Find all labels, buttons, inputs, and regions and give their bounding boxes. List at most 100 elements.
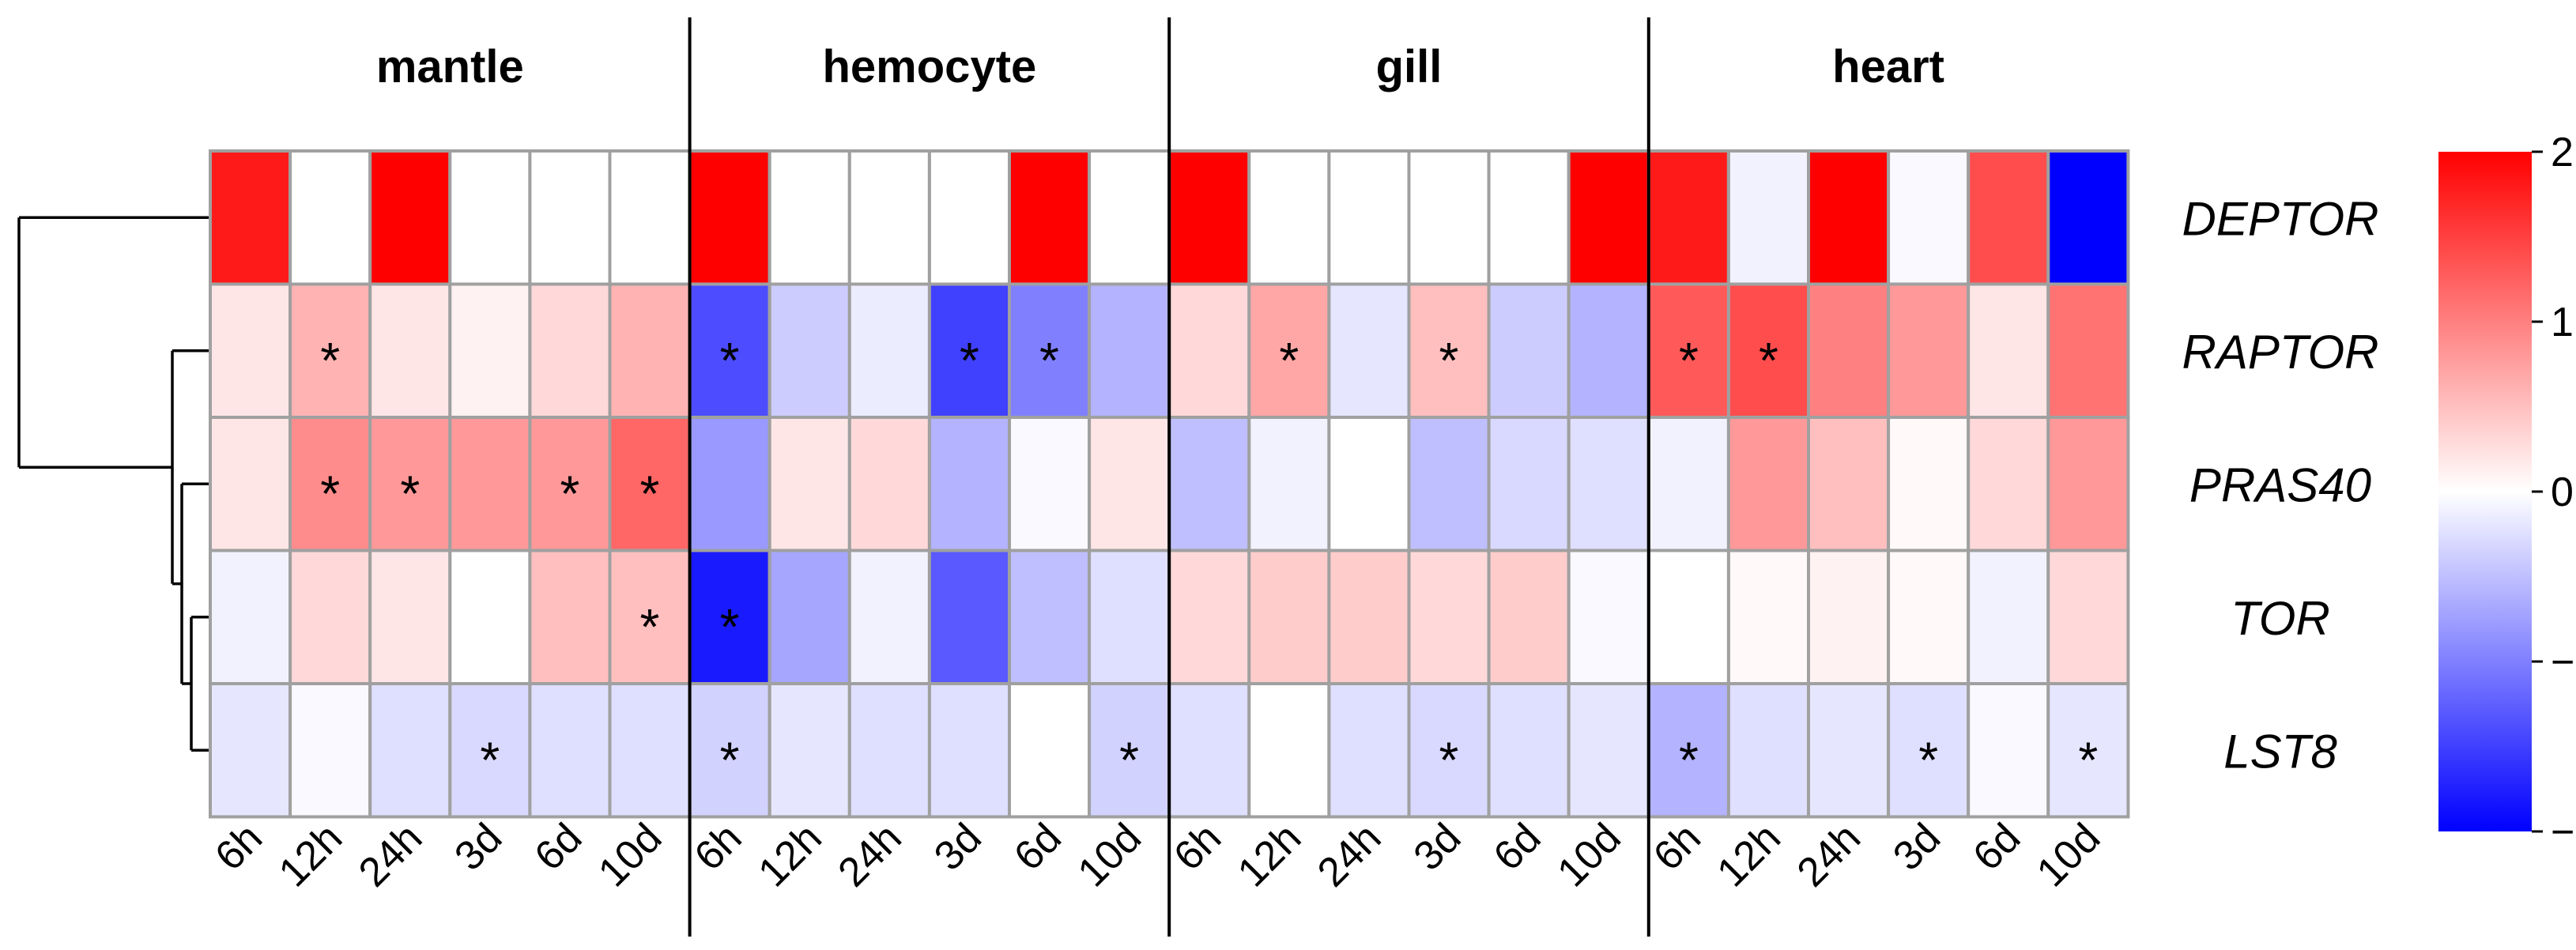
heatmap-cell [448, 416, 532, 552]
x-tick-label: 24h [829, 815, 910, 895]
heatmap-cell [847, 416, 931, 552]
significance-star: * [720, 332, 740, 389]
group-label-hemocyte: hemocyte [823, 41, 1037, 92]
x-tick-label: 12h [270, 815, 351, 895]
heatmap-cell [2046, 549, 2130, 685]
x-tick-label: 6h [1645, 815, 1710, 880]
color-legend: 2 1 0 −1 −2 [2438, 130, 2576, 855]
heatmap-cell [368, 282, 452, 419]
x-tick-label: 10d [1069, 815, 1150, 895]
significance-star: * [640, 465, 660, 522]
color-scale-tick-label: −2 [2551, 809, 2576, 855]
heatmap-cell [209, 416, 292, 552]
heatmap-cell [1167, 682, 1251, 819]
heatmap-cell [528, 549, 612, 685]
heatmap-cell [847, 282, 931, 419]
heatmap-cell [927, 549, 1012, 685]
heatmap-cell [1567, 549, 1650, 685]
significance-star: * [480, 731, 500, 788]
heatmap-cell [1088, 149, 1171, 286]
heatmap-cell [608, 149, 692, 286]
x-tick-label: 6d [526, 815, 590, 880]
heatmap-cell [448, 682, 532, 819]
heatmap-cell [209, 549, 292, 685]
significance-star: * [720, 598, 740, 655]
significance-star: * [960, 332, 979, 389]
heatmap-cell [1887, 549, 1971, 685]
significance-star: * [640, 598, 660, 655]
x-tick-label: 3d [1405, 815, 1470, 880]
heatmap-cell [1247, 282, 1331, 419]
heatmap-cell [768, 416, 851, 552]
x-tick-label: 6h [1165, 815, 1230, 880]
heatmap-cell [368, 416, 452, 552]
x-tick-label: 3d [446, 815, 511, 880]
heatmap-cell [289, 682, 372, 819]
significance-star: * [1918, 731, 1938, 788]
heatmap-cell [448, 282, 532, 419]
x-tick-label: 24h [1309, 815, 1390, 895]
heatmap-cell [1008, 416, 1092, 552]
color-scale-tick-label: −1 [2551, 639, 2576, 685]
heatmap-cell [1407, 149, 1491, 286]
heatmap-cell [927, 416, 1012, 552]
heatmap-cell [2046, 282, 2130, 419]
heatmap-cell [1726, 549, 1810, 685]
significance-star: * [1439, 332, 1459, 389]
gene-label-LST8: LST8 [2223, 725, 2337, 778]
gene-label-DEPTOR: DEPTOR [2182, 192, 2379, 245]
x-tick-label: 24h [1789, 815, 1869, 895]
heatmap-cell [768, 682, 851, 819]
x-tick-label: 6h [686, 815, 751, 880]
heatmap-cell [1487, 416, 1571, 552]
heatmap-cell [1088, 416, 1171, 552]
heatmap-cell [1967, 282, 2050, 419]
heatmap-cell [368, 149, 452, 286]
group-label-mantle: mantle [376, 41, 524, 92]
heatmap-cell [1807, 282, 1891, 419]
heatmap-cell [927, 682, 1012, 819]
significance-star: * [320, 465, 340, 522]
heatmap-cell [1807, 682, 1891, 819]
x-tick-label: 12h [1229, 815, 1310, 895]
x-tick-label: 3d [926, 815, 990, 880]
heatmap-cell [1726, 416, 1810, 552]
heatmap-cell [1008, 549, 1092, 685]
significance-markers: * * * * * * * * * * * * * * * * * * * * * [320, 332, 2098, 789]
heatmap-cell [688, 416, 771, 552]
heatmap-cell [1407, 416, 1491, 552]
heatmap-cell [1327, 682, 1411, 819]
heatmap-cell [1167, 282, 1251, 419]
significance-star: * [1119, 731, 1139, 788]
significance-star: * [1039, 332, 1059, 389]
x-tick-label: 24h [350, 815, 431, 895]
heatmap-cell [847, 149, 931, 286]
heatmap-cell [368, 549, 452, 685]
color-scale-tick-label: 1 [2551, 300, 2574, 345]
heatmap-cell [1807, 549, 1891, 685]
gene-label-RAPTOR: RAPTOR [2182, 326, 2379, 379]
color-scale-tick-label: 2 [2551, 130, 2574, 175]
gene-labels: DEPTOR RAPTOR PRAS40 TOR LST8 [2182, 192, 2379, 778]
x-tick-label: 12h [1709, 815, 1790, 895]
heatmap-cell [1887, 416, 1971, 552]
significance-star: * [720, 731, 740, 788]
row-dendrogram [17, 216, 210, 752]
group-label-gill: gill [1376, 41, 1443, 92]
heatmap-cell [1088, 549, 1171, 685]
heatmap-cell [847, 549, 931, 685]
heatmap-cell [768, 149, 851, 286]
gene-label-TOR: TOR [2231, 592, 2330, 645]
heatmap-cell [1327, 149, 1411, 286]
heatmap-cell [1487, 549, 1571, 685]
heatmap-cell [1646, 549, 1730, 685]
heatmap-cell [1247, 682, 1331, 819]
significance-star: * [2078, 731, 2098, 788]
x-tick-label: 10d [590, 815, 670, 895]
heatmap-cell [1008, 282, 1092, 419]
heatmap-cell [1807, 149, 1891, 286]
heatmap-cell [847, 682, 931, 819]
heatmap-cell [1726, 149, 1810, 286]
heatmap-cell [1088, 282, 1171, 419]
